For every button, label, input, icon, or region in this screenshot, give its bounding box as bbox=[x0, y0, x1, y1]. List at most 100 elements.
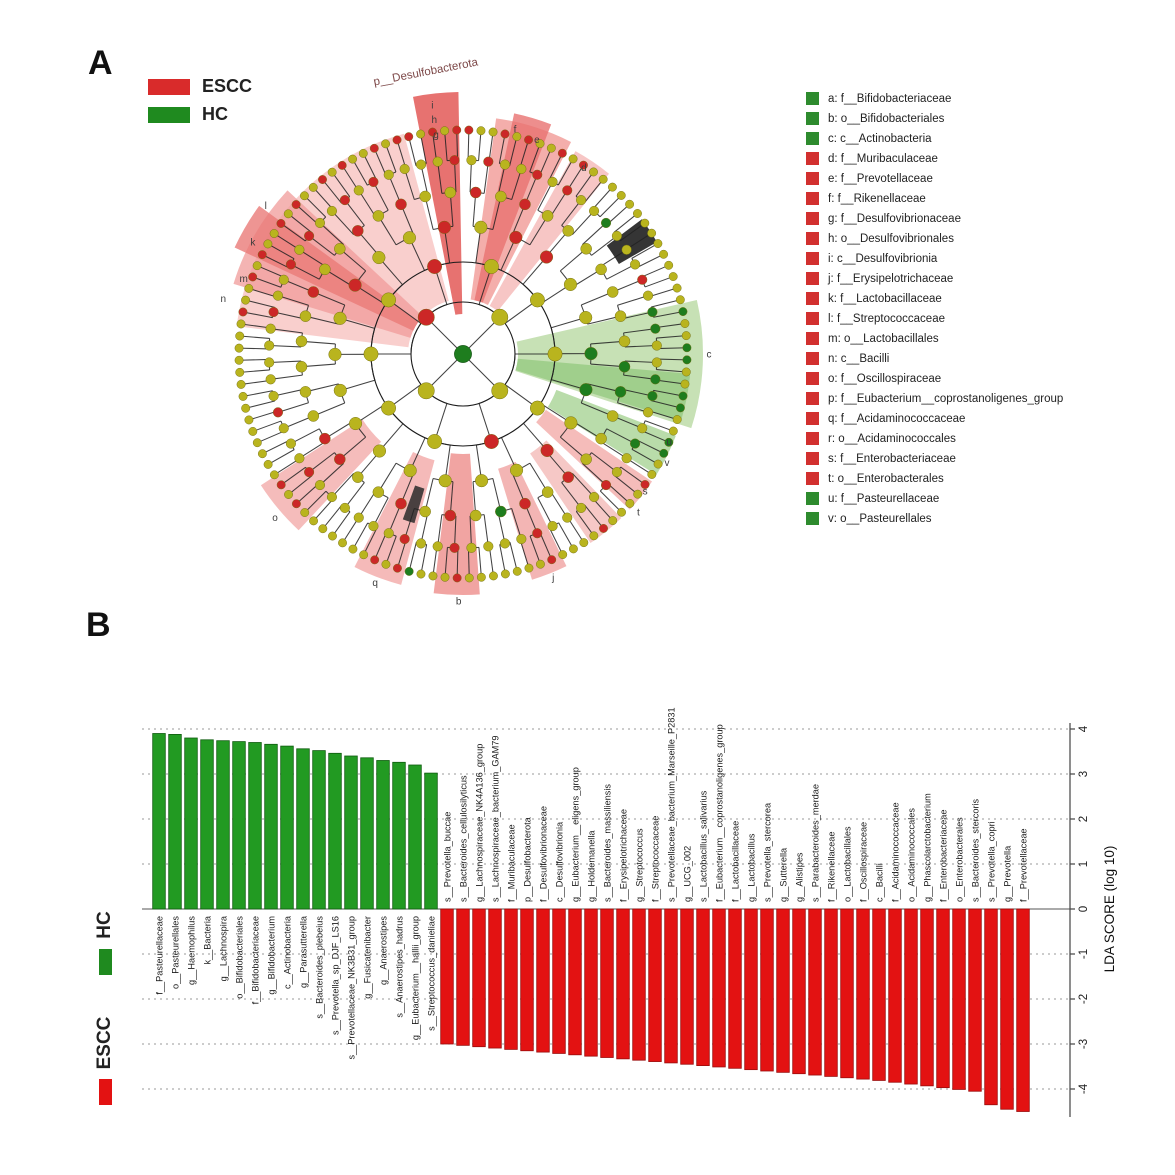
group-legend-a: ESCC HC bbox=[148, 76, 252, 125]
cladogram-branch bbox=[262, 439, 290, 455]
cladogram-branch bbox=[319, 222, 344, 245]
cladogram-node bbox=[328, 531, 337, 541]
cladogram-node bbox=[372, 251, 386, 265]
taxa-legend-swatch bbox=[806, 172, 819, 185]
lda-bar bbox=[936, 908, 950, 1089]
taxa-legend-item-e: e: f__Prevotellaceae bbox=[806, 172, 1063, 185]
cladogram-branch bbox=[362, 153, 378, 181]
cladogram-node bbox=[659, 448, 669, 458]
cladogram-node bbox=[611, 230, 622, 241]
cladogram-node bbox=[241, 403, 251, 413]
escc-color-swatch bbox=[148, 78, 190, 95]
cladogram-node bbox=[419, 190, 431, 203]
cladogram-node bbox=[368, 176, 379, 187]
cladogram-branch bbox=[270, 328, 303, 334]
taxa-legend-label: j: f__Erysipelotrichaceae bbox=[828, 272, 954, 285]
taxa-legend-swatch bbox=[806, 272, 819, 285]
cladogram-node bbox=[438, 474, 452, 488]
cladogram-node bbox=[637, 423, 648, 434]
sector-letter-b: b bbox=[456, 596, 462, 607]
bar-label: s__Parabacteroides_merdae bbox=[810, 784, 820, 902]
cladogram-node bbox=[647, 390, 658, 402]
cladogram-node bbox=[608, 516, 618, 526]
cladogram-node bbox=[495, 190, 507, 203]
cladogram: ghi f e d c uv st j b q o l k m n p__Desulfobacterota bbox=[221, 58, 712, 607]
cladogram-node bbox=[238, 307, 248, 317]
cladogram-node bbox=[541, 210, 554, 222]
cladogram-node bbox=[625, 499, 635, 508]
cladogram-node bbox=[427, 259, 442, 274]
taxa-legend-label: o: f__Oscillospiraceae bbox=[828, 372, 942, 385]
taxa-legend-swatch bbox=[806, 492, 819, 505]
cladogram-branch bbox=[241, 379, 271, 385]
cladogram-node bbox=[381, 292, 396, 308]
cladogram-node bbox=[651, 340, 662, 351]
taxa-legend-swatch bbox=[806, 332, 819, 345]
taxa-legend-item-u: u: f__Pasteurellaceae bbox=[806, 492, 1063, 505]
bar-label: f__Lactobacillaceae bbox=[730, 821, 740, 902]
taxa-legend-item-v: v: o__Pasteurellales bbox=[806, 512, 1063, 525]
cladogram-node bbox=[476, 572, 486, 582]
taxa-legend-label: g: f__Desulfovibrionaceae bbox=[828, 212, 961, 225]
sector-letter-g: g bbox=[433, 130, 439, 141]
cladogram-branch bbox=[444, 547, 448, 578]
bar-label: o__Bifidobacteriales bbox=[234, 916, 244, 999]
cladogram-branch bbox=[456, 547, 459, 578]
cladogram-node bbox=[621, 453, 632, 464]
bar-label: o__Enterobacterales bbox=[954, 817, 964, 902]
taxa-legend-swatch bbox=[806, 312, 819, 325]
cladogram-branch bbox=[483, 514, 489, 547]
side-legend-hc-label: HC bbox=[94, 911, 115, 939]
cladogram-node bbox=[440, 126, 450, 136]
cladogram-branch bbox=[248, 410, 278, 421]
cladogram-branch bbox=[467, 547, 470, 578]
cladogram-node bbox=[664, 437, 674, 447]
cladogram-branch bbox=[651, 400, 681, 409]
cladogram-branch bbox=[280, 466, 306, 486]
cladogram-branch bbox=[651, 299, 681, 308]
lda-bar bbox=[552, 908, 566, 1054]
cladogram-branch bbox=[655, 379, 686, 385]
cladogram-node bbox=[516, 533, 527, 545]
cladogram-node bbox=[349, 417, 363, 431]
cladogram-node bbox=[268, 390, 279, 402]
cladogram-branch bbox=[599, 440, 627, 459]
lda-bar bbox=[568, 908, 582, 1056]
cladogram-node bbox=[589, 492, 600, 503]
cladogram-node bbox=[278, 274, 289, 285]
cladogram-branch bbox=[655, 323, 685, 329]
cladogram-branch bbox=[245, 299, 275, 308]
cladogram-branch bbox=[288, 475, 313, 495]
cladogram-node bbox=[307, 286, 320, 298]
cladogram-node bbox=[546, 143, 556, 153]
cladogram-node bbox=[580, 453, 592, 465]
cladogram-node bbox=[625, 199, 635, 209]
cladogram-branch bbox=[273, 311, 305, 320]
cladogram-branch bbox=[623, 328, 656, 334]
cladogram-node bbox=[314, 480, 325, 491]
cladogram-node bbox=[257, 449, 267, 459]
hc-legend-label: HC bbox=[202, 104, 228, 124]
cladogram-node bbox=[650, 323, 661, 334]
cladogram-node bbox=[668, 426, 678, 436]
lda-bar bbox=[696, 908, 710, 1067]
cladogram-node bbox=[452, 573, 462, 583]
cladogram-node bbox=[579, 160, 588, 170]
cladogram-node bbox=[680, 379, 690, 389]
cladogram-node bbox=[284, 490, 293, 499]
cladogram-node bbox=[469, 186, 482, 199]
cladogram-branch bbox=[584, 504, 604, 529]
taxa-legend-item-c: c: c__Actinobacteria bbox=[806, 132, 1063, 145]
cladogram-node bbox=[519, 198, 531, 211]
bar-label: g__UCG_002 bbox=[682, 846, 692, 902]
cladogram-node bbox=[659, 249, 669, 259]
cladogram-branch bbox=[322, 179, 342, 204]
cladogram-node bbox=[611, 467, 622, 478]
bar-label: g__Parasutterella bbox=[298, 915, 308, 988]
cladogram-branch bbox=[478, 130, 482, 161]
cladogram-node bbox=[308, 182, 318, 192]
cladogram-node bbox=[416, 569, 426, 579]
lda-bar bbox=[376, 760, 390, 910]
cladogram-node bbox=[633, 209, 642, 218]
